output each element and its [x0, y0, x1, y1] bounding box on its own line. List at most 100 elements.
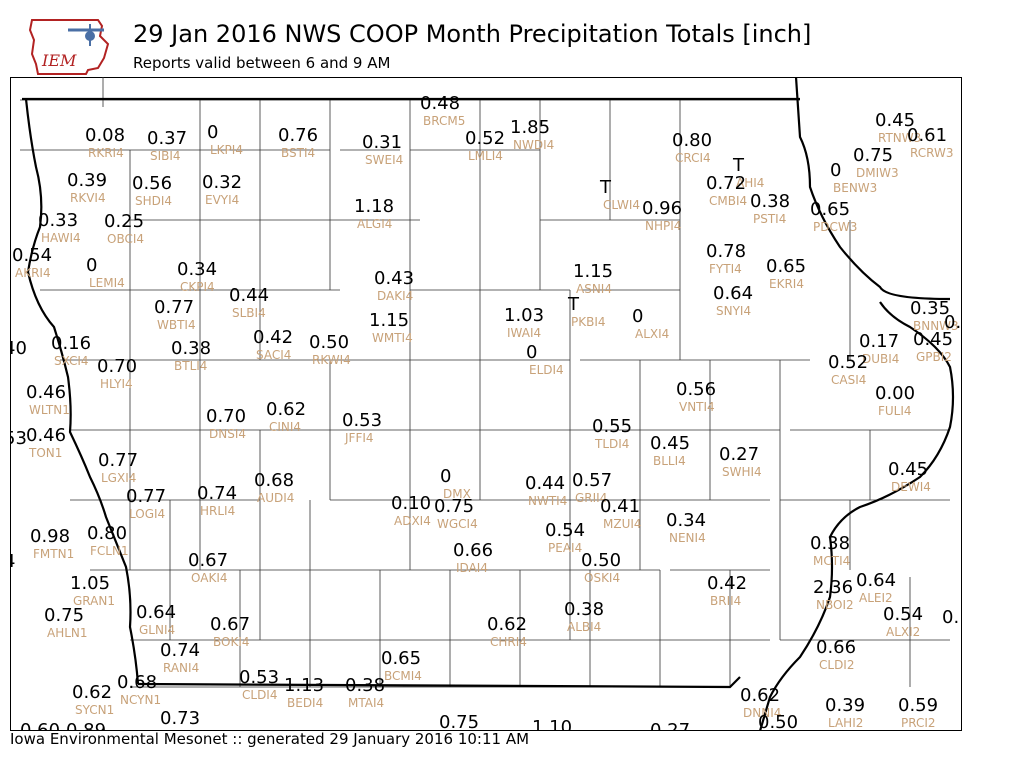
station-id: DNSI4: [209, 427, 246, 441]
station-value: 0.42: [707, 573, 747, 594]
station-id: LGXI4: [101, 471, 136, 485]
station-value: 0.08: [85, 125, 125, 146]
station-id: EVYI4: [205, 193, 239, 207]
station-value: 0.75: [44, 605, 84, 626]
station-id: RCRW3: [910, 146, 953, 160]
station-value: 0.80: [87, 523, 127, 544]
station-id: BRII4: [710, 594, 741, 608]
station-id: NENI4: [669, 531, 706, 545]
station-value: 0.78: [706, 241, 746, 262]
station-value: 0.27: [650, 720, 690, 731]
station-id: CLDI4: [242, 688, 277, 702]
edge-value-left-a: 40: [10, 338, 27, 359]
station-value: 0.56: [132, 173, 172, 194]
station-id: NCYN1: [120, 693, 161, 707]
station-value: 0.53: [239, 667, 279, 688]
station-id: RKRI4: [88, 146, 124, 160]
station-id: GLNI4: [139, 623, 175, 637]
precipitation-map[interactable]: 0.48 BRCM5 0.08 RKRI4 0.37 SIBI4 0 LKPI4 0.76 BST…: [10, 77, 962, 731]
station-id: CLWI4: [603, 198, 640, 212]
station-id: SACI4: [256, 348, 291, 362]
station-id: AHI4: [736, 176, 764, 190]
iowa-west-border: [24, 98, 140, 685]
station-id: TON1: [28, 446, 62, 460]
station-id: PEAI4: [548, 541, 582, 555]
station-value: 0.54: [12, 245, 52, 266]
county-lines: [20, 77, 950, 688]
station-value: 1.03: [504, 305, 544, 326]
station-value: 0.55: [592, 416, 632, 437]
iowa-east-border: [758, 77, 955, 731]
station-value: 0: [207, 122, 218, 143]
station-id: CLDI2: [819, 658, 854, 672]
station-value: 0.37: [147, 128, 187, 149]
edge-value-right-a: 0.: [944, 312, 961, 333]
footer-text: Iowa Environmental Mesonet :: generated …: [10, 730, 530, 748]
station-id: GRII4: [575, 491, 607, 505]
station-value: 0.44: [229, 285, 269, 306]
station-value: 0.64: [136, 602, 176, 623]
station-value: 0.33: [38, 210, 78, 231]
station-id: MCTI4: [813, 554, 850, 568]
station-id: PDCW3: [813, 220, 857, 234]
station-id: OBCI4: [107, 232, 144, 246]
edge-value-bottom-a: 0.89: [66, 720, 106, 731]
station-id: PRCI2: [901, 716, 936, 730]
station-id: GRAN1: [73, 594, 115, 608]
station-value: 0.54: [545, 520, 585, 541]
station-value: T: [732, 155, 745, 176]
edge-value-bottom-b: 0.73: [160, 708, 200, 729]
station-id: LKPI4: [210, 143, 243, 157]
station-value: 0.00: [875, 383, 915, 404]
station-id: ALBI4: [567, 620, 601, 634]
station-value: 0.62: [266, 399, 306, 420]
station-id: SWEI4: [365, 153, 403, 167]
station-value: 1.15: [573, 261, 613, 282]
station-value: 0: [830, 160, 841, 181]
station-adan1: 0.60ADAN1: [20, 720, 60, 731]
station-value: 0.66: [816, 637, 856, 658]
station-id: WBTI4: [157, 318, 196, 332]
station-id: ASNI4: [576, 282, 612, 296]
station-value: 1.15: [369, 310, 409, 331]
station-id: ALEI2: [859, 591, 893, 605]
station-value: 0.46: [26, 382, 66, 403]
edge-value-bottom-c: 0.75: [439, 712, 479, 731]
station-id: BLLI4: [653, 454, 686, 468]
station-id: BENW3: [833, 181, 877, 195]
station-value: 2.36: [813, 577, 853, 598]
station-id: IWAI4: [507, 326, 541, 340]
station-value: 0.62: [740, 685, 780, 706]
station-value: 0: [440, 466, 451, 487]
station-id: OSKI4: [584, 571, 620, 585]
station-value: 0.54: [883, 604, 923, 625]
